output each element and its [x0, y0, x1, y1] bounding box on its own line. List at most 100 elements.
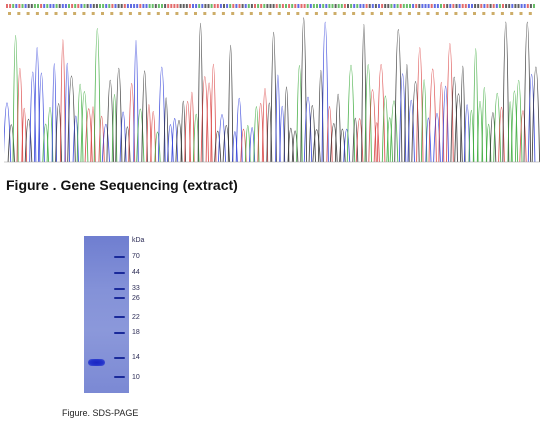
- base-call-glyph: [436, 4, 439, 8]
- base-call-glyph: [526, 4, 529, 8]
- amino-acid-glyph: [63, 12, 67, 15]
- amino-acid-glyph: [110, 12, 114, 15]
- chromatogram-traces: [4, 4, 540, 163]
- sds-page-gel: kDa 70 44 33 26 22 18 14 10: [84, 236, 164, 396]
- base-call-glyph: [480, 4, 483, 8]
- base-call-glyph: [477, 4, 480, 8]
- marker-label-18: 18: [132, 329, 140, 336]
- base-call-glyph: [43, 4, 46, 8]
- trace-peak: [334, 93, 342, 163]
- trace-peak: [386, 117, 394, 163]
- trace-peak: [51, 63, 57, 163]
- amino-acid-glyph: [119, 12, 123, 15]
- amino-acid-glyph: [175, 12, 179, 15]
- amino-acid-glyph: [45, 12, 49, 15]
- base-call-glyph: [55, 4, 58, 8]
- base-call-glyph: [471, 4, 473, 8]
- amino-acid-glyph: [231, 12, 235, 15]
- trace-peak: [154, 131, 161, 163]
- base-call-glyph: [486, 4, 489, 8]
- base-call-glyph: [387, 4, 390, 8]
- base-call-glyph: [303, 4, 306, 8]
- amino-acid-glyph: [203, 12, 207, 15]
- base-call-glyph: [114, 4, 117, 8]
- marker-label-44: 44: [132, 269, 140, 276]
- trace-peak: [502, 21, 510, 163]
- base-call-glyph: [427, 4, 430, 8]
- base-call-glyph: [288, 4, 291, 8]
- base-call-glyph: [207, 4, 210, 8]
- trace-peak: [404, 64, 410, 163]
- base-call-glyph: [86, 4, 89, 8]
- trace-peak: [217, 114, 227, 163]
- base-call-glyph: [269, 4, 272, 8]
- base-call-glyph: [247, 4, 250, 8]
- amino-acid-glyph: [268, 12, 272, 15]
- trace-peak: [171, 118, 179, 163]
- base-call-glyph: [142, 4, 145, 8]
- amino-acid-glyph: [101, 12, 104, 15]
- amino-acid-glyph: [314, 12, 318, 15]
- base-call-glyph: [102, 4, 105, 8]
- base-call-glyph: [40, 4, 43, 8]
- trace-peak: [373, 122, 380, 163]
- base-call-glyph: [216, 4, 219, 8]
- marker-label-33: 33: [132, 285, 140, 292]
- base-call-glyph: [353, 4, 356, 8]
- base-call-glyph: [328, 4, 331, 8]
- trace-peak: [42, 123, 50, 163]
- base-call-glyph: [250, 4, 253, 8]
- base-call-glyph: [523, 4, 526, 8]
- base-call-glyph: [235, 4, 238, 8]
- amino-acid-glyph: [73, 12, 77, 15]
- trace-peak: [146, 104, 152, 163]
- amino-acid-row: [8, 12, 532, 15]
- base-call-glyph: [533, 4, 535, 8]
- marker-band-44: [114, 272, 125, 274]
- base-call-glyph: [254, 4, 256, 8]
- trace-peak: [136, 108, 145, 163]
- trace-peak: [227, 44, 234, 163]
- trace-peak: [210, 64, 217, 163]
- base-call-glyph: [18, 4, 21, 8]
- marker-band-10: [114, 376, 125, 378]
- amino-acid-glyph: [352, 12, 356, 15]
- base-call-glyph: [173, 4, 176, 8]
- base-call-glyph: [80, 4, 83, 8]
- base-call-glyph: [281, 4, 284, 8]
- base-call-glyph: [111, 4, 114, 8]
- base-call-glyph: [21, 4, 24, 8]
- trace-peak: [16, 67, 24, 163]
- trace-peak: [37, 72, 45, 163]
- base-call-glyph: [508, 4, 511, 8]
- trace-peak: [481, 87, 488, 163]
- amino-acid-glyph: [417, 12, 421, 15]
- base-call-glyph: [430, 4, 433, 8]
- base-call-glyph: [68, 4, 70, 8]
- base-call-glyph: [92, 4, 95, 8]
- amino-acid-glyph: [370, 12, 374, 15]
- base-call-glyph: [154, 4, 157, 8]
- sds-page-caption: Figure. SDS-PAGE: [62, 408, 139, 418]
- base-call-glyph: [139, 4, 142, 8]
- marker-band-70: [114, 256, 125, 258]
- base-call-glyph: [502, 4, 504, 8]
- kda-unit-label: kDa: [132, 237, 145, 244]
- base-call-glyph: [356, 4, 359, 8]
- amino-acid-glyph: [510, 12, 514, 15]
- trace-peak: [355, 118, 364, 163]
- base-call-glyph: [46, 4, 49, 8]
- base-call-glyph: [185, 4, 188, 8]
- trace-peak: [270, 32, 277, 163]
- amino-acid-glyph: [500, 12, 504, 15]
- trace-peak: [510, 90, 519, 163]
- trace-peak: [519, 110, 527, 163]
- amino-acid-glyph: [184, 12, 188, 15]
- base-call-glyph: [105, 4, 108, 8]
- base-call-glyph: [285, 4, 287, 8]
- base-call-glyph: [371, 4, 374, 8]
- base-call-glyph: [461, 4, 464, 8]
- base-call-glyph: [350, 4, 353, 8]
- base-call-glyph: [334, 4, 337, 8]
- amino-acid-glyph: [17, 12, 21, 15]
